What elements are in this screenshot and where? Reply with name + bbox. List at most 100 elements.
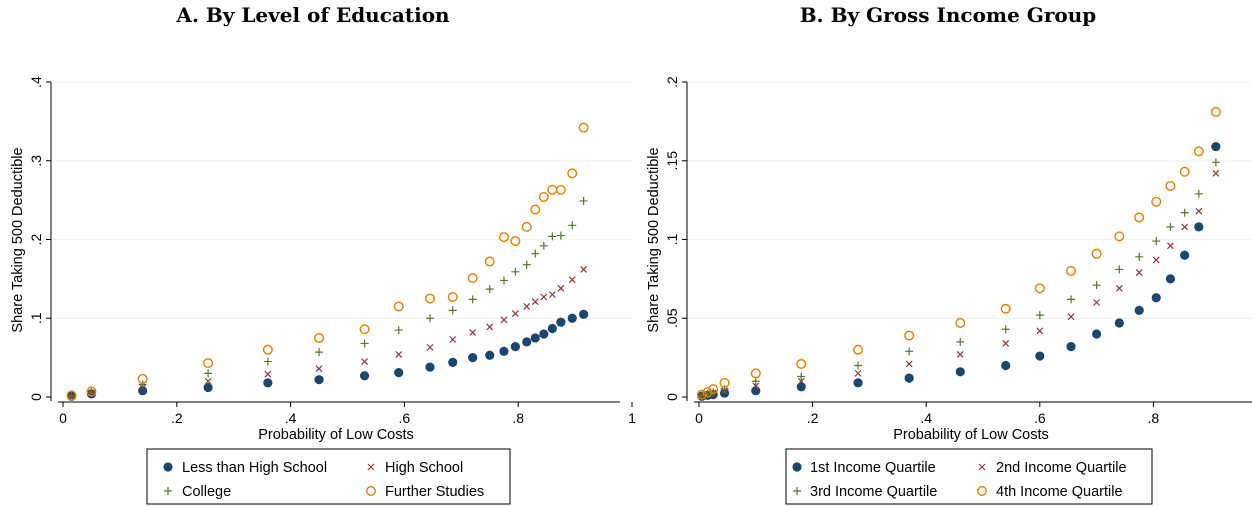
data-point <box>204 369 213 378</box>
panel-a-x-axis-label: Probability of Low Costs <box>258 427 414 443</box>
data-point <box>393 301 404 312</box>
data-point <box>1194 189 1203 198</box>
data-point <box>1180 208 1189 217</box>
data-point <box>137 373 148 384</box>
data-point <box>1092 281 1101 290</box>
x-tick-label: 0 <box>695 410 703 426</box>
data-point <box>1194 222 1204 232</box>
data-point <box>568 221 577 230</box>
data-point <box>522 337 532 347</box>
x-tick-label: .4 <box>920 410 932 426</box>
data-point <box>1091 248 1102 259</box>
panel-b-legend: 1st Income Quartile 2nd Income Quartile … <box>785 448 1153 505</box>
data-point <box>66 390 77 401</box>
data-point <box>510 236 521 247</box>
data-point <box>796 358 807 369</box>
panel-b-legend-markers <box>792 462 988 497</box>
data-point <box>1066 266 1077 277</box>
data-point <box>448 357 458 367</box>
data-point <box>1211 158 1220 167</box>
data-point <box>556 317 566 327</box>
data-point <box>530 204 541 215</box>
data-point <box>905 360 913 368</box>
legend-marker <box>978 463 986 471</box>
panel-b-markers <box>696 106 1221 401</box>
y-tick-label: .15 <box>664 151 680 171</box>
series-4-points <box>696 106 1221 400</box>
data-point <box>203 358 214 369</box>
data-point <box>469 329 477 336</box>
panel-a-legend-label-2: High School <box>385 460 463 476</box>
panel-b-y-axis-label: Share Taking 500 Deductible <box>646 147 662 332</box>
data-point <box>1165 180 1176 191</box>
data-point <box>579 309 589 319</box>
data-point <box>1152 237 1161 246</box>
legend-marker <box>366 486 377 497</box>
data-point <box>1195 207 1203 215</box>
data-point <box>263 378 273 388</box>
panel-b-legend-label-4: 4th Income Quartile <box>996 484 1123 500</box>
data-point <box>904 373 914 383</box>
data-point <box>1115 284 1123 292</box>
y-tick-label: 0 <box>28 393 44 401</box>
x-tick-label: .6 <box>1034 410 1046 426</box>
data-point <box>1034 283 1045 294</box>
data-point <box>521 221 532 232</box>
data-point <box>1001 360 1011 371</box>
data-point <box>499 346 509 356</box>
data-point <box>262 344 273 355</box>
data-point <box>315 365 323 373</box>
data-point <box>579 196 588 205</box>
panel-b-gridlines <box>687 81 1252 319</box>
data-point <box>1134 212 1145 223</box>
x-tick-label: .2 <box>807 410 819 426</box>
data-point <box>86 386 97 397</box>
x-tick-label: .2 <box>171 410 183 426</box>
series-2-points <box>698 169 1220 400</box>
data-point <box>1211 141 1221 152</box>
data-point <box>448 306 457 315</box>
y-tick-label: 0 <box>664 393 680 401</box>
data-point <box>719 377 730 388</box>
data-point <box>1036 327 1044 335</box>
data-point <box>138 386 148 396</box>
y-tick-label: .2 <box>28 233 44 245</box>
data-point <box>314 375 324 385</box>
data-point <box>531 298 539 306</box>
x-tick-label: 1 <box>628 410 636 426</box>
data-point <box>568 276 576 284</box>
data-point <box>548 232 557 241</box>
data-point <box>395 351 403 358</box>
data-point <box>449 336 457 343</box>
data-point <box>708 384 719 395</box>
data-point <box>1035 351 1045 361</box>
y-tick-label: .2 <box>664 76 680 88</box>
data-point <box>1115 265 1124 274</box>
data-point <box>394 326 403 335</box>
data-point <box>1165 274 1176 284</box>
data-point <box>1166 222 1175 231</box>
x-tick-label: .6 <box>399 410 411 426</box>
data-point <box>1151 293 1161 303</box>
data-point <box>1067 313 1075 321</box>
data-point <box>905 347 914 356</box>
data-point <box>702 387 713 398</box>
y-tick-label: .3 <box>28 155 44 167</box>
panel-a-legend: Less than High School High School Colleg… <box>146 448 511 505</box>
series-4-points <box>66 122 589 401</box>
data-point <box>750 368 761 379</box>
data-point <box>511 267 520 276</box>
data-point <box>1114 318 1124 328</box>
data-point <box>203 382 213 393</box>
data-point <box>498 232 509 243</box>
data-point <box>1092 329 1102 339</box>
data-point <box>955 367 965 377</box>
data-point <box>485 350 495 360</box>
data-point <box>468 353 478 363</box>
data-point <box>956 337 965 346</box>
data-point <box>797 372 806 381</box>
data-point <box>1002 340 1010 347</box>
data-point <box>499 276 508 285</box>
data-point <box>425 362 435 372</box>
